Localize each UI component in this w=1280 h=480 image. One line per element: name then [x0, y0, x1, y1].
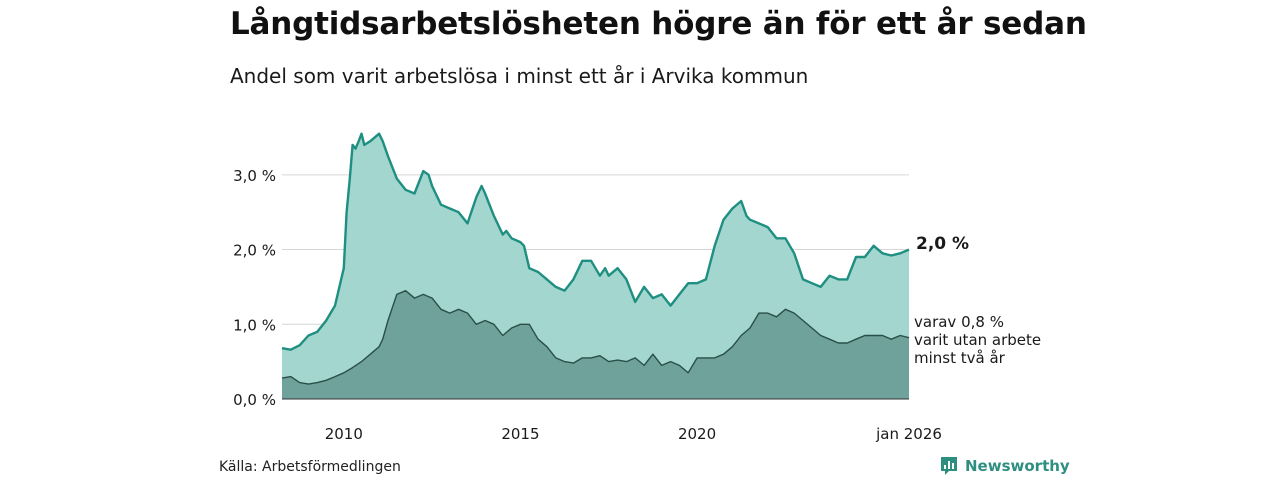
- y-axis-ticks: 0,0 % 1,0 % 2,0 % 3,0 %: [233, 167, 276, 409]
- chart-title: Långtidsarbetslösheten högre än för ett …: [230, 6, 1087, 42]
- line-total-unemployment: [281, 132, 910, 351]
- source-note: Källa: Arbetsförmedlingen: [219, 459, 401, 475]
- end-label-line-1: varav 0,8 %: [914, 313, 1004, 331]
- y-tick-label: 0,0 %: [233, 391, 276, 409]
- brand-name: Newsworthy: [965, 457, 1070, 475]
- line-two-year-unemployment: [281, 290, 910, 385]
- chart-subtitle: Andel som varit arbetslösa i minst ett å…: [230, 64, 809, 88]
- bar-chart-icon: [941, 457, 957, 475]
- x-tick-label: 2010: [325, 425, 363, 443]
- x-axis-ticks: 2010 2015 2020 jan 2026: [325, 425, 942, 443]
- end-label-line-3: minst två år: [914, 349, 1006, 367]
- brand-logo[interactable]: Newsworthy: [939, 456, 1070, 476]
- y-tick-label: 1,0 %: [233, 316, 276, 334]
- end-label-two-year: varav 0,8 % varit utan arbete minst två …: [914, 313, 1046, 367]
- x-tick-label: jan 2026: [875, 425, 942, 443]
- x-tick-label: 2020: [678, 425, 716, 443]
- area-two-year-unemployment: [282, 290, 909, 399]
- y-tick-label: 3,0 %: [233, 167, 276, 185]
- y-tick-label: 2,0 %: [233, 242, 276, 260]
- end-label-total: 2,0 %: [916, 234, 969, 254]
- end-label-line-2: varit utan arbete: [914, 331, 1041, 349]
- x-tick-label: 2015: [501, 425, 539, 443]
